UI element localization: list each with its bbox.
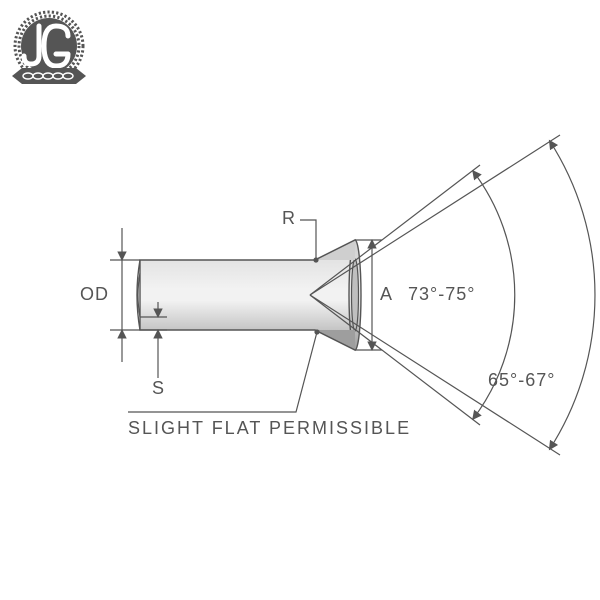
bore-hole bbox=[352, 259, 359, 331]
label-od: OD bbox=[80, 284, 109, 305]
label-s: S bbox=[152, 378, 165, 399]
label-r: R bbox=[282, 208, 296, 229]
dim-od bbox=[110, 228, 140, 362]
drawing-canvas: OD S R A 73°-75° 65°-67° SLIGHT FLAT PER… bbox=[0, 0, 600, 600]
leader-r bbox=[300, 220, 318, 262]
leader-note bbox=[128, 330, 319, 412]
label-angle-inner: 73°-75° bbox=[408, 284, 475, 305]
label-a: A bbox=[380, 284, 393, 305]
label-angle-outer: 65°-67° bbox=[488, 370, 555, 391]
label-note: SLIGHT FLAT PERMISSIBLE bbox=[128, 418, 411, 439]
